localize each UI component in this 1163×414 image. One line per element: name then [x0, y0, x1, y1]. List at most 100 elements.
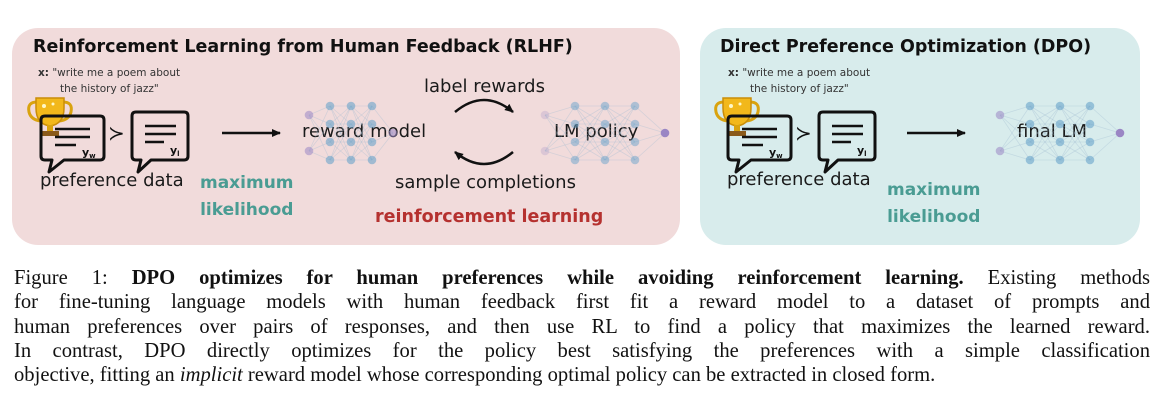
- network-node: [995, 110, 1005, 120]
- network-edge: [1089, 132, 1121, 161]
- network-edge: [544, 141, 576, 152]
- network-edge: [350, 105, 373, 143]
- network-edge: [1029, 123, 1061, 161]
- network-edge: [1059, 105, 1091, 125]
- network-edge: [604, 123, 636, 143]
- network-node: [1055, 155, 1065, 165]
- network-edge: [634, 105, 666, 134]
- network-node: [304, 110, 314, 120]
- network-edge: [350, 123, 373, 161]
- caption-line1-rest: Existing methods: [963, 267, 1151, 289]
- network-edge: [1029, 141, 1061, 161]
- rlhf-succ-symbol: ≻: [108, 121, 125, 145]
- network-node: [346, 155, 356, 165]
- network-node: [1055, 101, 1065, 111]
- network-edge: [1059, 105, 1091, 143]
- rlhf-ml-line1: maximum: [200, 173, 294, 193]
- network-edge: [604, 123, 636, 161]
- dpo-prompt-prefix: x:: [728, 67, 739, 79]
- caption-line-2: for fine-tuning language models with hum…: [14, 291, 1150, 314]
- dpo-succ-symbol: ≻: [795, 121, 812, 145]
- network-edge: [1029, 123, 1061, 161]
- final-lm-label: final LM: [1017, 121, 1088, 142]
- network-edge: [544, 105, 576, 152]
- network-edge: [350, 105, 373, 161]
- rlhf-panel: [12, 28, 680, 245]
- network-edge: [544, 114, 576, 125]
- network-edge: [604, 105, 636, 161]
- network-edge: [350, 123, 373, 143]
- network-edge: [604, 105, 636, 143]
- rlhf-prompt-prefix: x:: [38, 67, 49, 79]
- network-node: [367, 119, 377, 129]
- network-node: [346, 119, 356, 129]
- network-edge: [371, 132, 394, 161]
- network-edge: [574, 141, 606, 161]
- network-edge: [544, 114, 576, 161]
- network-edge: [1059, 141, 1091, 161]
- network-edge: [999, 114, 1031, 143]
- network-node: [630, 155, 640, 165]
- caption-line-3: human preferences over pairs of response…: [14, 315, 1150, 338]
- network-node: [630, 137, 640, 147]
- network-node: [325, 101, 335, 111]
- figure-caption: Figure 1: DPO optimizes for human prefer…: [14, 266, 1150, 387]
- network-edge: [329, 105, 352, 143]
- network-edge: [574, 105, 606, 125]
- caption-line5-a: objective, fitting an: [14, 364, 180, 387]
- network-edge: [329, 123, 352, 161]
- network-edge: [308, 114, 331, 161]
- network-node: [346, 101, 356, 111]
- dpo-prompt-line2: the history of jazz": [750, 83, 849, 95]
- network-node: [367, 101, 377, 111]
- network-node: [570, 119, 580, 129]
- rlhf-max-likelihood-label: maximum likelihood: [200, 170, 294, 224]
- network-node: [325, 137, 335, 147]
- network-edge: [329, 105, 352, 161]
- network-edge: [329, 123, 352, 161]
- network-node: [570, 155, 580, 165]
- network-node: [630, 101, 640, 111]
- network-node: [388, 128, 398, 138]
- network-edge: [604, 105, 636, 161]
- network-node: [1085, 101, 1095, 111]
- network-edge: [1059, 105, 1091, 161]
- caption-line5-italic: implicit: [179, 364, 243, 387]
- network-node: [325, 119, 335, 129]
- network-edge: [999, 105, 1031, 152]
- caption-prefix: Figure 1:: [14, 267, 132, 289]
- rlhf-chat-bubble-yl-icon: yl: [130, 110, 190, 174]
- network-edge: [1089, 123, 1121, 134]
- rlhf-prompt-line2: the history of jazz": [60, 83, 159, 95]
- network-edge: [604, 105, 636, 125]
- caption-line-5: objective, fitting an implicit reward mo…: [14, 363, 1150, 387]
- network-edge: [1059, 123, 1091, 143]
- network-node: [600, 119, 610, 129]
- network-edge: [574, 123, 606, 161]
- network-edge: [574, 123, 606, 161]
- reinforcement-learning-label: reinforcement learning: [375, 207, 604, 227]
- network-node: [1085, 155, 1095, 165]
- network-edge: [1029, 105, 1061, 125]
- network-edge: [1059, 105, 1091, 161]
- network-edge: [1059, 141, 1091, 161]
- network-edge: [329, 123, 352, 143]
- label-rewards-label: label rewards: [424, 76, 545, 97]
- network-node: [1085, 137, 1095, 147]
- lm-policy-network-icon: [540, 101, 670, 165]
- dpo-yw-label: yw: [769, 146, 783, 160]
- network-edge: [574, 105, 606, 143]
- network-edge: [999, 114, 1031, 125]
- network-edge: [544, 123, 576, 152]
- network-edge: [544, 150, 576, 161]
- caption-line-4: In contrast, DPO directly optimizes for …: [14, 339, 1150, 362]
- network-edge: [604, 141, 636, 161]
- network-edge: [350, 105, 373, 125]
- network-node: [1055, 119, 1065, 129]
- network-edge: [1059, 123, 1091, 143]
- network-edge: [350, 105, 373, 161]
- network-node: [600, 155, 610, 165]
- network-edge: [999, 105, 1031, 116]
- rlhf-ml-line2: likelihood: [200, 200, 294, 220]
- dpo-title: Direct Preference Optimization (DPO): [720, 37, 1092, 57]
